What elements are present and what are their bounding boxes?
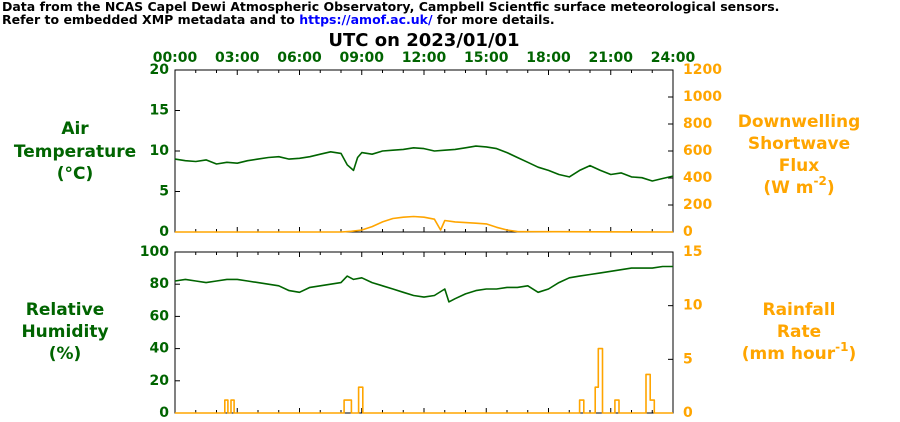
header-line-2-prefix: Refer to embedded XMP metadata and to bbox=[2, 12, 300, 27]
plot-frame bbox=[174, 251, 674, 414]
relative-humidity-line bbox=[174, 265, 673, 303]
plot-frame bbox=[174, 69, 674, 233]
right-tick-label: 800 bbox=[683, 116, 712, 132]
x-tick-label: 00:00 bbox=[153, 50, 198, 66]
left-tick-label: 0 bbox=[159, 405, 169, 421]
x-tick-label: 09:00 bbox=[339, 50, 384, 66]
right-axis-label: Downwelling bbox=[738, 112, 861, 132]
x-tick-label: 21:00 bbox=[588, 50, 633, 66]
rainfall-rate-line bbox=[175, 347, 673, 414]
right-tick-label: 10 bbox=[683, 298, 703, 314]
right-axis-label: Rainfall bbox=[762, 300, 835, 320]
left-axis-label: (%) bbox=[49, 344, 82, 364]
left-axis-label: Relative bbox=[26, 300, 104, 320]
right-tick-label: 1200 bbox=[683, 62, 722, 78]
left-axis-label: Temperature bbox=[14, 142, 136, 162]
right-tick-label: 0 bbox=[683, 405, 693, 421]
right-tick-label: 5 bbox=[683, 351, 693, 367]
downwelling-shortwave-flux-line bbox=[175, 215, 674, 233]
left-tick-label: 5 bbox=[159, 184, 169, 200]
left-tick-label: 20 bbox=[150, 62, 170, 78]
left-tick-label: 80 bbox=[150, 276, 170, 292]
right-tick-label: 0 bbox=[683, 224, 693, 240]
left-tick-label: 15 bbox=[150, 103, 169, 119]
x-tick-label: 12:00 bbox=[402, 50, 447, 66]
right-axis-label-part: ) bbox=[827, 178, 835, 198]
right-tick-label: 15 bbox=[683, 244, 702, 260]
amof-link[interactable]: https://amof.ac.uk/ bbox=[299, 12, 433, 27]
header-line-2: Refer to embedded XMP metadata and to ht… bbox=[2, 13, 779, 26]
right-axis-label: Rate bbox=[777, 322, 821, 342]
left-axis-label: Humidity bbox=[21, 322, 108, 342]
right-axis-label-superscript: -2 bbox=[814, 174, 827, 188]
right-axis-label: (W m-2) bbox=[763, 174, 834, 199]
air-temperature-line bbox=[174, 145, 674, 182]
left-tick-label: 10 bbox=[150, 143, 170, 159]
right-axis-label: Flux bbox=[779, 156, 820, 176]
x-tick-label: 03:00 bbox=[215, 50, 260, 66]
header: Data from the NCAS Capel Dewi Atmospheri… bbox=[2, 0, 779, 26]
x-tick-label: 06:00 bbox=[277, 50, 322, 66]
right-axis-label: Shortwave bbox=[748, 134, 850, 154]
right-axis-label-superscript: -1 bbox=[835, 340, 848, 354]
header-line-1: Data from the NCAS Capel Dewi Atmospheri… bbox=[2, 0, 780, 14]
left-tick-label: 20 bbox=[150, 373, 170, 389]
x-tick-label: 15:00 bbox=[464, 50, 509, 66]
x-tick-label: 24:00 bbox=[651, 50, 696, 66]
right-axis-label-part: (W m bbox=[763, 178, 813, 198]
left-tick-label: 0 bbox=[159, 224, 169, 240]
right-axis-label: (mm hour-1) bbox=[742, 340, 857, 365]
left-tick-label: 40 bbox=[150, 341, 170, 357]
right-tick-label: 200 bbox=[683, 197, 712, 213]
left-axis-label: Air bbox=[61, 119, 89, 139]
right-tick-label: 400 bbox=[683, 170, 712, 186]
right-axis-label-part: ) bbox=[848, 344, 856, 364]
left-tick-label: 60 bbox=[150, 308, 170, 324]
chart-title: UTC on 2023/01/01 bbox=[328, 30, 519, 51]
right-tick-label: 600 bbox=[683, 143, 712, 159]
header-line-2-suffix: for more details. bbox=[432, 12, 555, 27]
left-axis-label: (°C) bbox=[57, 164, 94, 184]
x-tick-label: 18:00 bbox=[526, 50, 571, 66]
right-tick-label: 1000 bbox=[683, 89, 722, 105]
right-axis-label-part: (mm hour bbox=[742, 344, 836, 364]
left-tick-label: 100 bbox=[140, 244, 169, 260]
